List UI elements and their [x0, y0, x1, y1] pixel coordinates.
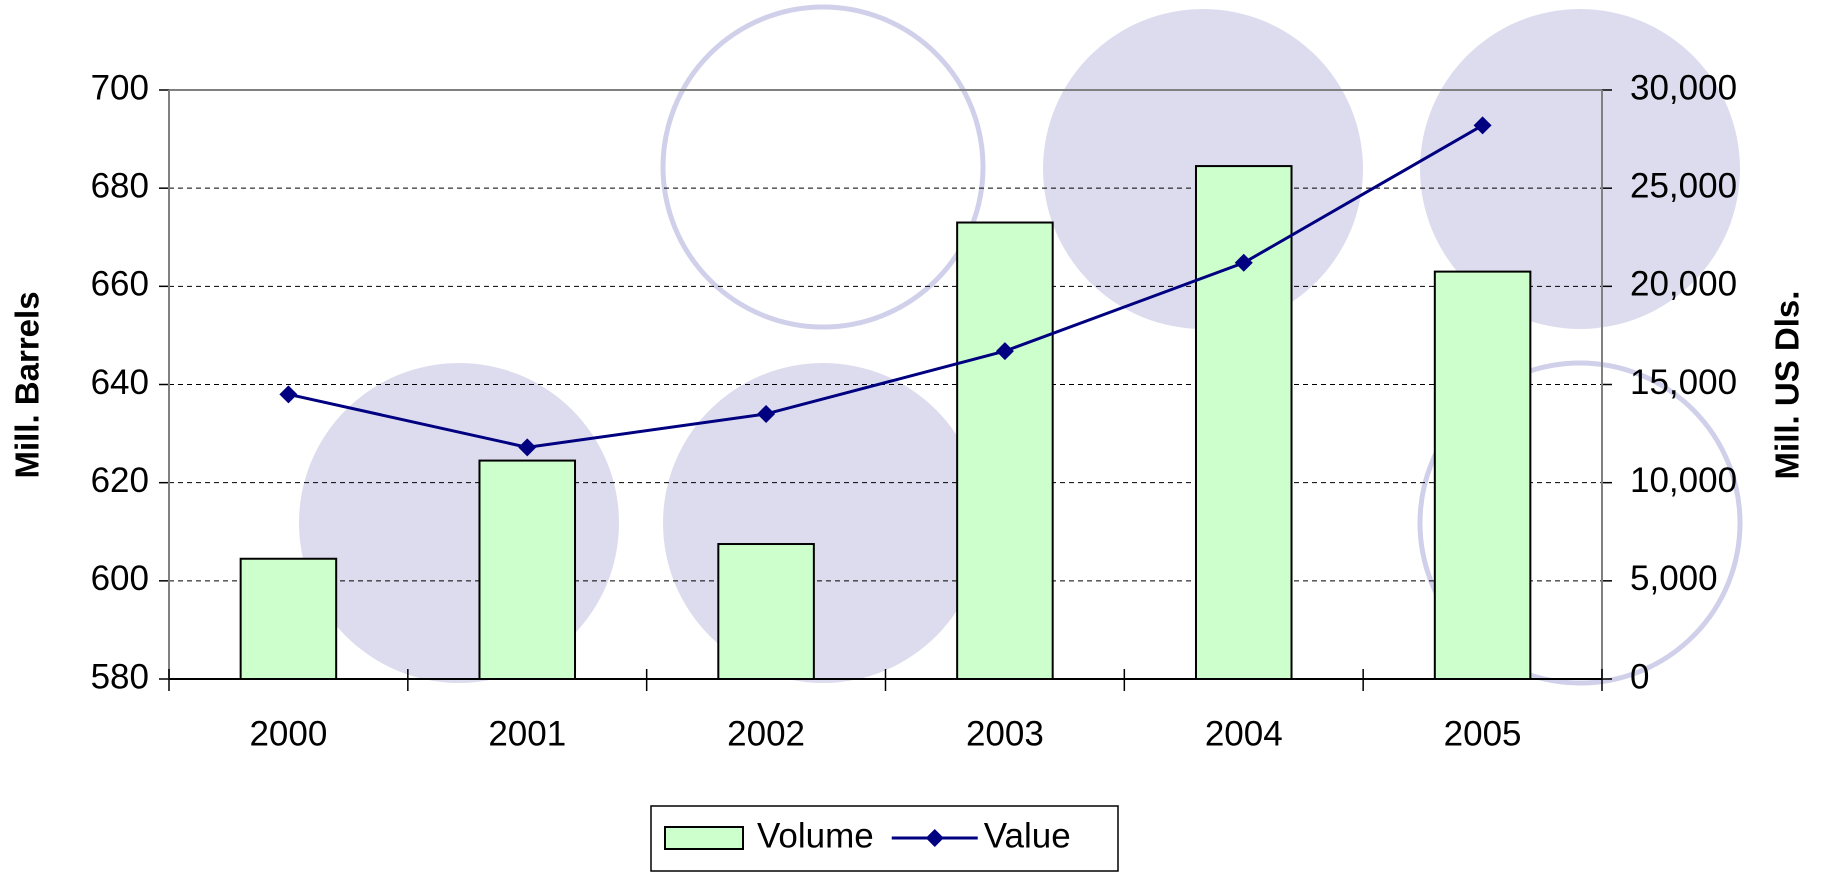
bar — [1433, 270, 1532, 680]
x-tick-label: 2004 — [1205, 714, 1283, 753]
line-marker — [1234, 253, 1253, 272]
y-tick-label: 660 — [91, 265, 149, 304]
x-tick-label: 2005 — [1444, 714, 1522, 753]
x-tick-label: 2000 — [249, 714, 327, 753]
y-tick-label: 620 — [91, 461, 149, 500]
y-axis-title: Mill. Barrels — [9, 291, 46, 478]
bar — [1194, 165, 1293, 680]
y-tick-label: 580 — [91, 657, 149, 696]
decor-ring — [1417, 360, 1743, 686]
y-tick-label: 700 — [91, 68, 149, 107]
line-marker — [757, 404, 776, 423]
y2-tick-label: 10,000 — [1630, 461, 1737, 500]
y-tick-label: 680 — [91, 166, 149, 205]
decor-ring — [660, 4, 986, 330]
legend-marker — [925, 829, 944, 847]
y-tick-label: 640 — [91, 363, 149, 402]
x-tick-label: 2002 — [727, 714, 805, 753]
bar — [239, 557, 338, 681]
y-tick-label: 600 — [91, 559, 149, 598]
y2-tick-label: 15,000 — [1630, 363, 1737, 402]
line-marker — [279, 385, 298, 404]
y2-tick-label: 30,000 — [1630, 68, 1737, 107]
line-marker — [518, 438, 537, 457]
line — [288, 124, 1484, 449]
line-marker — [995, 342, 1014, 361]
bar — [717, 543, 815, 680]
y2-tick-label: 25,000 — [1630, 166, 1737, 205]
y2-axis-title: Mill. US Dls. — [1769, 291, 1806, 480]
x-tick-label: 2001 — [488, 714, 566, 753]
legend-swatch — [664, 826, 744, 850]
y2-tick-label: 5,000 — [1630, 559, 1718, 598]
decor-circle — [663, 363, 983, 683]
legend-label: Value — [984, 816, 1071, 855]
bar — [478, 459, 577, 680]
legend-label: Volume — [757, 816, 874, 855]
line-marker — [1473, 116, 1492, 135]
y2-tick-label: 0 — [1630, 657, 1649, 696]
y2-tick-label: 20,000 — [1630, 265, 1737, 304]
bar — [956, 221, 1054, 680]
x-tick-label: 2003 — [966, 714, 1044, 753]
